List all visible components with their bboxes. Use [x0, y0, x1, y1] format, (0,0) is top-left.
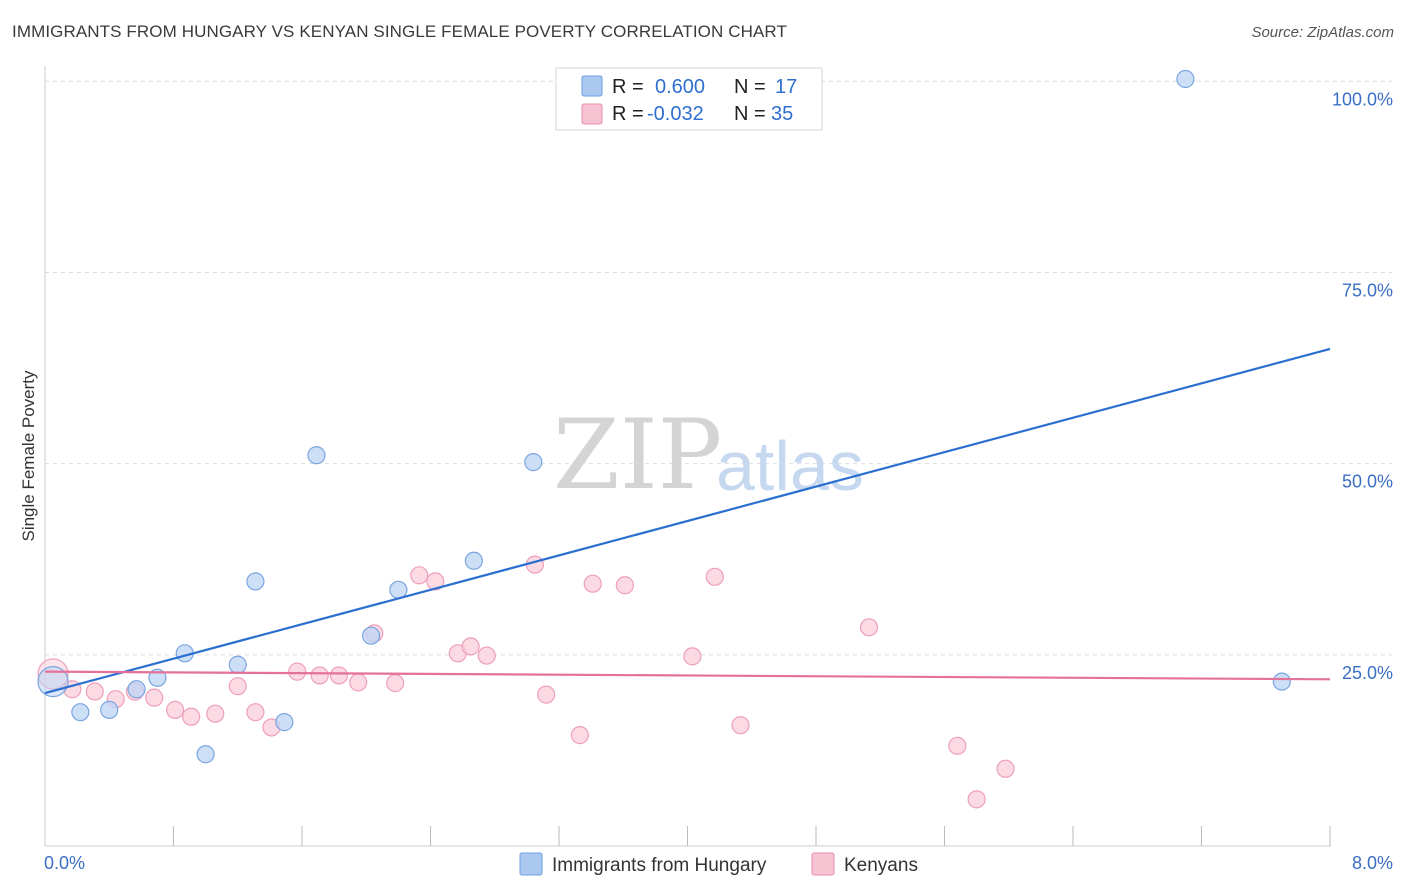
kenyan-point-14: [329, 666, 349, 685]
kenyan-point-22: [477, 646, 496, 665]
kenyan-point-9: [228, 677, 247, 696]
source-label: Source: ZipAtlas.com: [1251, 24, 1394, 41]
hungary-point-10: [307, 446, 326, 465]
hungary-point-9: [275, 713, 294, 732]
kenyan-point-6: [166, 700, 185, 719]
kenyan-point-5: [145, 688, 164, 707]
kenyan-point-2: [85, 682, 104, 701]
legend-n-value-kenyans: 35: [771, 103, 793, 125]
kenyan-point-32: [948, 736, 967, 755]
correlation-legend: R = 0.600 N = 17 R = -0.032 N = 35: [555, 67, 823, 131]
hungary-trend-line: [44, 347, 1331, 695]
kenyan-point-12: [288, 662, 307, 681]
y-tick-label-25: 25.0%: [1342, 663, 1393, 683]
legend-r-label-kenyans: R =: [612, 103, 644, 125]
kenyan-point-27: [615, 576, 634, 595]
legend-r-label-hungary: R =: [612, 76, 644, 98]
legend-n-value-hungary: 17: [775, 76, 797, 98]
hungary-point-13: [464, 551, 483, 570]
kenyan-trend-line: [44, 670, 1331, 681]
kenyan-point-15: [349, 673, 368, 692]
hungary-point-8: [246, 572, 265, 591]
kenyan-point-19: [426, 572, 445, 591]
hungary-point-14: [524, 453, 543, 472]
legend-n-label-hungary: N =: [734, 76, 766, 98]
hungary-point-4: [148, 668, 167, 687]
kenyan-point-30: [731, 716, 750, 735]
hungary-point-16: [1272, 672, 1291, 691]
legend-r-value-kenyans: -0.032: [647, 103, 704, 125]
kenyans-points: [37, 555, 1015, 809]
kenyan-point-13: [310, 666, 329, 685]
x-tick-label-0: 0.0%: [44, 853, 85, 873]
kenyan-point-21: [461, 637, 480, 656]
series-legend-swatch-hungary: [519, 852, 543, 876]
x-tick-label-1: 8.0%: [1352, 853, 1393, 873]
kenyan-point-26: [583, 574, 602, 593]
hungary-point-6: [196, 745, 215, 764]
grid-lines: [45, 80, 1392, 656]
x-tick-labels: 0.0% 8.0%: [44, 853, 1393, 873]
legend-swatch-kenyans: [581, 103, 603, 125]
kenyan-point-28: [683, 647, 702, 666]
kenyan-point-10: [246, 703, 265, 722]
kenyan-point-17: [386, 674, 405, 693]
series-legend-swatch-kenyans: [811, 852, 835, 876]
hungary-point-11: [361, 626, 381, 645]
series-legend-label-kenyans: Kenyans: [844, 855, 918, 876]
watermark-zip: ZIP: [553, 399, 722, 511]
hungary-point-15: [1176, 69, 1195, 89]
legend-r-value-hungary: 0.600: [655, 76, 705, 98]
y-axis-label: Single Female Poverty: [19, 370, 38, 542]
kenyan-point-33: [967, 790, 986, 809]
kenyan-point-29: [705, 567, 724, 586]
kenyan-point-8: [206, 704, 225, 723]
y-tick-label-50: 50.0%: [1342, 472, 1393, 492]
series-legend-label-hungary: Immigrants from Hungary: [552, 855, 767, 876]
kenyan-point-18: [410, 566, 429, 585]
watermark-atlas: atlas: [716, 427, 864, 505]
hungary-point-3: [127, 680, 146, 699]
axes: [44, 66, 1331, 847]
y-tick-labels: 25.0% 50.0% 75.0% 100.0%: [1332, 89, 1393, 683]
kenyan-point-31: [859, 618, 879, 637]
kenyan-point-7: [182, 707, 201, 726]
kenyan-point-24: [537, 685, 556, 704]
trend-lines: [44, 347, 1331, 695]
legend-n-label-kenyans: N =: [734, 103, 766, 125]
hungary-points: [37, 69, 1291, 764]
kenyan-point-25: [570, 726, 589, 745]
hungary-point-1: [71, 703, 90, 722]
watermark: ZIP atlas: [553, 399, 864, 511]
series-legend: Immigrants from Hungary Kenyans: [519, 852, 918, 876]
hungary-point-2: [100, 700, 119, 719]
legend-swatch-hungary: [581, 75, 603, 97]
hungary-point-7: [228, 655, 247, 674]
kenyan-point-34: [996, 759, 1015, 778]
y-tick-label-75: 75.0%: [1342, 280, 1393, 300]
chart-title: IMMIGRANTS FROM HUNGARY VS KENYAN SINGLE…: [12, 22, 787, 41]
y-tick-label-100: 100.0%: [1332, 89, 1393, 109]
